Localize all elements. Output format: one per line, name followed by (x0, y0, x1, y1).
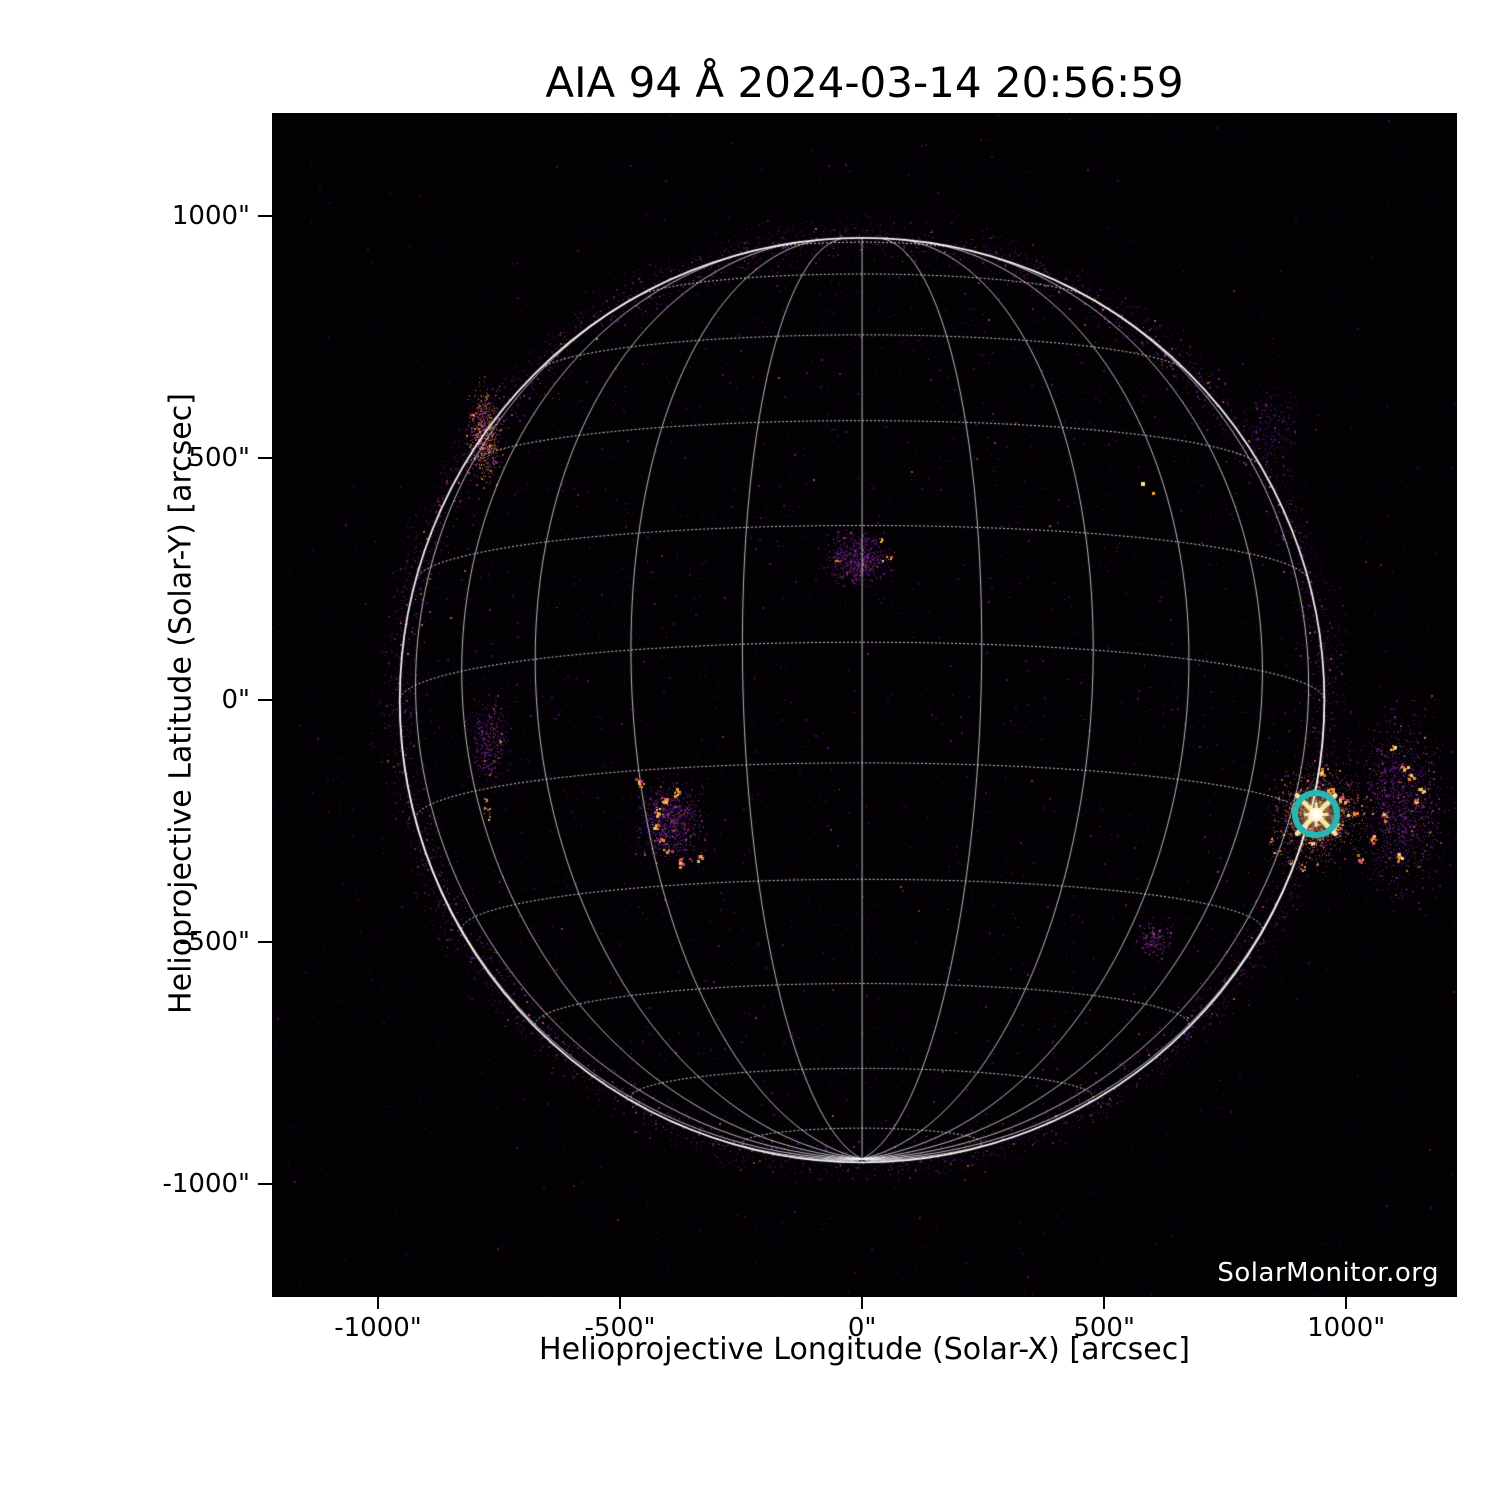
y-tick-label: 0" (221, 685, 250, 716)
y-tick-mark (258, 215, 272, 218)
y-tick-label: -500" (179, 927, 250, 958)
x-tick-label: 1000" (1307, 1313, 1386, 1343)
x-tick-mark (1345, 1297, 1348, 1309)
y-tick-label: -1000" (162, 1169, 250, 1200)
y-tick-mark (258, 941, 272, 944)
solar-disk-plot: SolarMonitor.org (272, 113, 1457, 1297)
x-tick-label: -1000" (334, 1313, 422, 1343)
y-tick-label: 1000" (171, 201, 250, 232)
x-tick-label: 0" (847, 1313, 877, 1343)
y-tick-label: 500" (188, 443, 250, 474)
x-tick-label: -500" (584, 1313, 656, 1343)
x-tick-mark (1103, 1297, 1106, 1309)
x-axis-label: Helioprojective Longitude (Solar-X) [arc… (539, 1332, 1190, 1367)
watermark-text: SolarMonitor.org (1217, 1258, 1439, 1288)
y-tick-mark (258, 457, 272, 460)
y-tick-mark (258, 699, 272, 702)
y-tick-mark (258, 1183, 272, 1186)
x-tick-label: 500" (1073, 1313, 1135, 1343)
x-tick-mark (377, 1297, 379, 1309)
x-tick-mark (861, 1297, 864, 1309)
solar-image-canvas (272, 113, 1457, 1297)
page-title: AIA 94 Å 2024-03-14 20:56:59 (545, 58, 1184, 107)
x-tick-mark (619, 1297, 622, 1309)
